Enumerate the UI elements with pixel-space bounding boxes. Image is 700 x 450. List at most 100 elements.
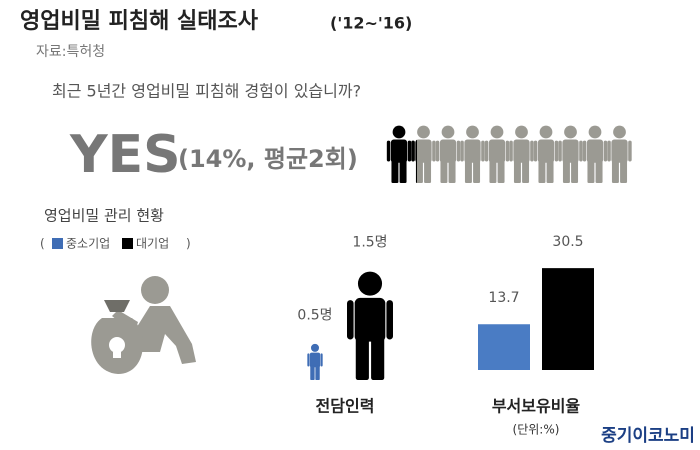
- bar: [478, 324, 530, 370]
- leg: [399, 159, 407, 183]
- title: 영업비밀 피침해 실태조사: [20, 9, 259, 34]
- section-title: 영업비밀 관리 현황: [44, 207, 164, 225]
- pictogram: [386, 125, 632, 183]
- head: [466, 125, 479, 139]
- leg: [595, 159, 603, 183]
- leg: [611, 159, 619, 183]
- torso: [464, 139, 481, 163]
- unit: (단위:%): [513, 423, 560, 437]
- torso: [390, 139, 408, 163]
- value-label: 30.5: [552, 234, 583, 250]
- arm: [386, 140, 391, 162]
- arm: [607, 140, 611, 162]
- torso: [537, 139, 555, 163]
- value-label: 0.5명: [297, 308, 332, 324]
- leg: [371, 336, 385, 380]
- head: [490, 125, 504, 139]
- arm: [435, 140, 440, 162]
- arm: [603, 140, 608, 162]
- person-icon: [509, 125, 534, 183]
- torso: [586, 139, 604, 163]
- arm: [533, 140, 538, 162]
- leg: [538, 159, 546, 183]
- leg: [448, 159, 456, 183]
- source: 자료:특허청: [36, 44, 105, 60]
- arm: [460, 140, 464, 162]
- arm: [509, 140, 513, 162]
- head: [515, 125, 528, 139]
- head: [357, 271, 383, 296]
- arm: [628, 140, 632, 162]
- arm: [411, 140, 415, 162]
- leg: [391, 159, 399, 183]
- arm: [554, 140, 559, 162]
- leg: [440, 159, 448, 183]
- leg: [587, 159, 595, 183]
- leg: [315, 365, 320, 380]
- arm: [484, 140, 489, 162]
- torso: [415, 139, 432, 163]
- legend-swatch: [122, 238, 133, 249]
- leg: [562, 159, 570, 183]
- person-icon: [460, 125, 485, 183]
- leg: [473, 159, 481, 183]
- torso: [415, 139, 417, 163]
- arm: [582, 140, 587, 162]
- legend-swatch: [52, 238, 63, 249]
- leg: [497, 159, 505, 183]
- arm: [505, 140, 510, 162]
- thief-icon: [91, 276, 196, 374]
- value-label: 1.5명: [352, 235, 387, 251]
- leg: [571, 159, 579, 183]
- head: [539, 125, 553, 139]
- arm: [432, 140, 436, 162]
- torso: [309, 352, 321, 368]
- torso: [562, 139, 579, 163]
- person-mark: [347, 271, 393, 380]
- head: [613, 125, 626, 139]
- leg: [415, 159, 417, 183]
- person-mark: [307, 343, 323, 380]
- leg: [355, 336, 369, 380]
- arm: [579, 140, 583, 162]
- person-icon: [582, 125, 608, 183]
- arm: [481, 140, 485, 162]
- head: [441, 125, 455, 139]
- torso: [611, 139, 628, 163]
- legend-label: 중소기업: [66, 237, 110, 251]
- leg: [415, 159, 423, 183]
- person-icon-part: [411, 139, 417, 183]
- head: [392, 125, 406, 139]
- leg: [424, 159, 432, 183]
- leg: [310, 365, 315, 380]
- leg: [464, 159, 472, 183]
- arm: [347, 300, 354, 340]
- arm: [558, 140, 562, 162]
- head: [564, 125, 577, 139]
- x-label: 전담인력: [316, 397, 375, 416]
- arm: [407, 140, 412, 162]
- x-label: 부서보유비율: [492, 397, 581, 416]
- period: ('12~'16): [330, 14, 412, 33]
- person-icon: [411, 125, 436, 183]
- torso: [439, 139, 457, 163]
- legend: ( 중소기업 대기업 ): [40, 237, 191, 251]
- question: 최근 5년간 영업비밀 피침해 경험이 있습니까?: [52, 82, 361, 101]
- head: [588, 125, 602, 139]
- leg: [513, 159, 521, 183]
- leg: [489, 159, 497, 183]
- answer-detail: (14%, 평균2회): [178, 145, 358, 173]
- arm: [456, 140, 461, 162]
- head: [310, 343, 320, 352]
- person-icon: [484, 125, 510, 183]
- arm: [386, 300, 393, 340]
- leg: [522, 159, 530, 183]
- value-label: 13.7: [488, 290, 519, 306]
- torso: [354, 297, 386, 342]
- leg: [546, 159, 554, 183]
- person-icon: [435, 125, 461, 183]
- head: [417, 125, 430, 139]
- arm: [307, 353, 310, 367]
- person-icon: [533, 125, 559, 183]
